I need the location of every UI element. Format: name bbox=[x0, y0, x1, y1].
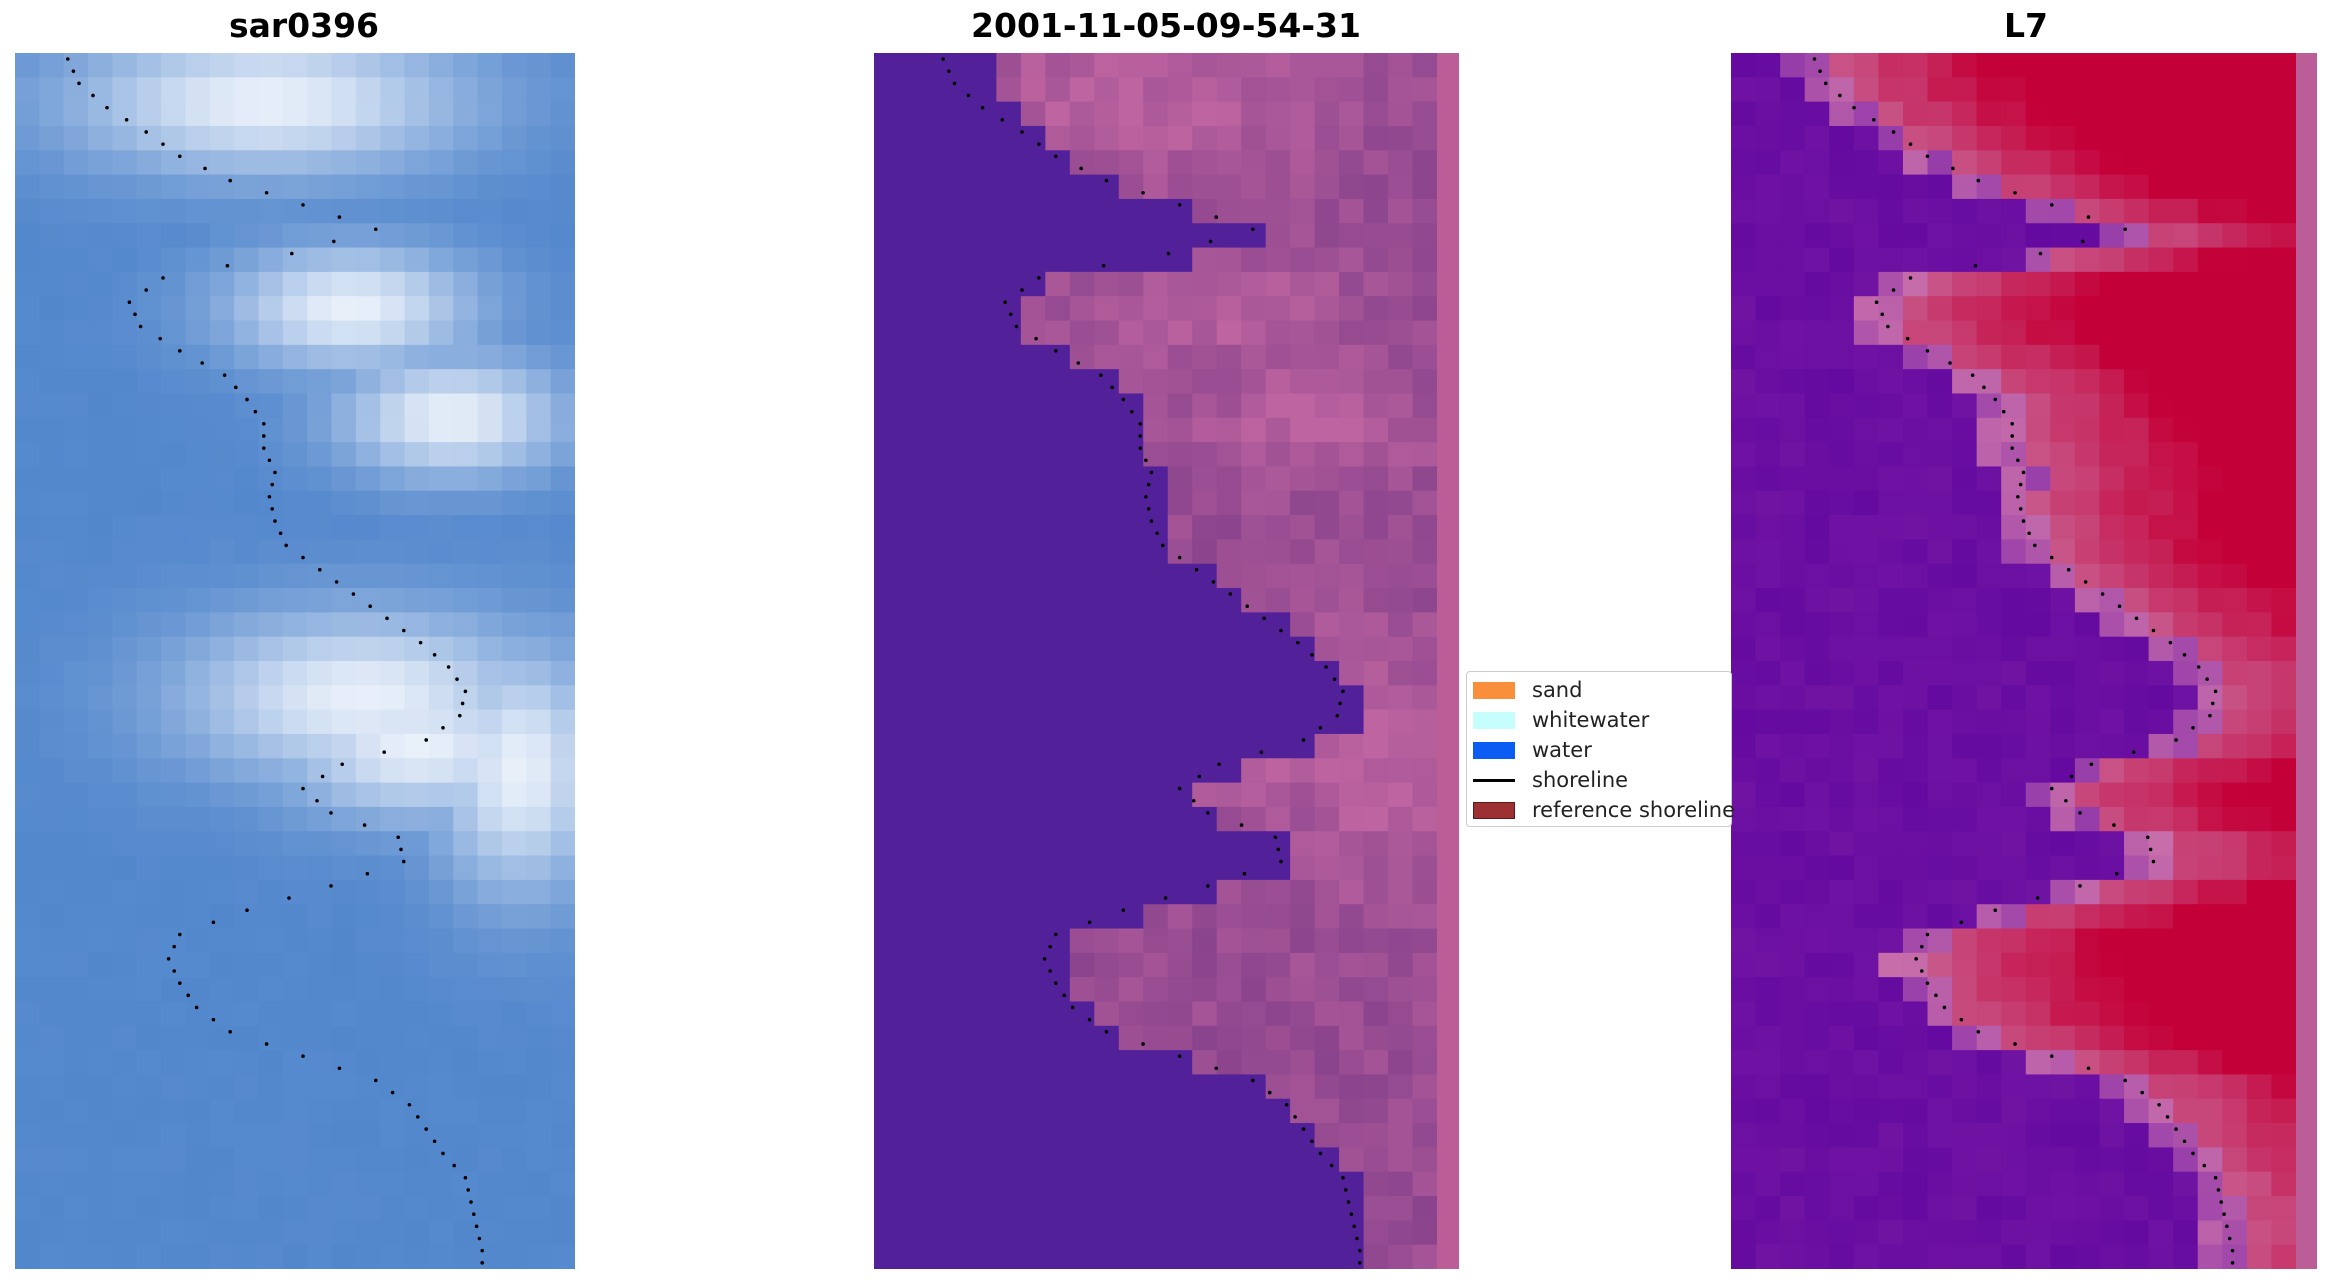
rgb-image-panel bbox=[15, 53, 575, 1269]
shoreline-line-swatch bbox=[1473, 778, 1515, 782]
whitewater-swatch bbox=[1473, 711, 1515, 729]
classified-image bbox=[874, 53, 1459, 1269]
rgb-image bbox=[15, 53, 575, 1269]
legend-label: reference shoreline bbox=[1532, 798, 1736, 822]
shoreline-points bbox=[1812, 57, 2235, 1265]
legend-item-whitewater: whitewater bbox=[1473, 708, 1650, 732]
classified-image-panel bbox=[874, 53, 1459, 1269]
shoreline-points bbox=[66, 57, 485, 1265]
index-image bbox=[1731, 53, 2317, 1269]
legend-item-reference-shoreline: reference shoreline bbox=[1473, 798, 1736, 822]
panel-title-index: L7 bbox=[2004, 6, 2048, 45]
reference-shoreline-swatch bbox=[1473, 801, 1515, 819]
legend-item-sand: sand bbox=[1473, 678, 1583, 702]
legend: sand whitewater water shoreline referenc… bbox=[1466, 671, 1736, 827]
legend-label: whitewater bbox=[1532, 708, 1650, 732]
legend-label: sand bbox=[1532, 678, 1583, 702]
legend-item-water: water bbox=[1473, 738, 1592, 762]
sand-swatch bbox=[1473, 681, 1515, 699]
legend-label: shoreline bbox=[1532, 768, 1629, 792]
index-image-panel bbox=[1731, 53, 2317, 1269]
legend-item-shoreline: shoreline bbox=[1473, 768, 1629, 792]
panel-title-rgb: sar0396 bbox=[228, 6, 380, 45]
panel-title-classified: 2001-11-05-09-54-31 bbox=[971, 6, 1361, 45]
water-swatch bbox=[1473, 741, 1515, 759]
shoreline-points bbox=[941, 57, 1362, 1265]
legend-label: water bbox=[1532, 738, 1592, 762]
